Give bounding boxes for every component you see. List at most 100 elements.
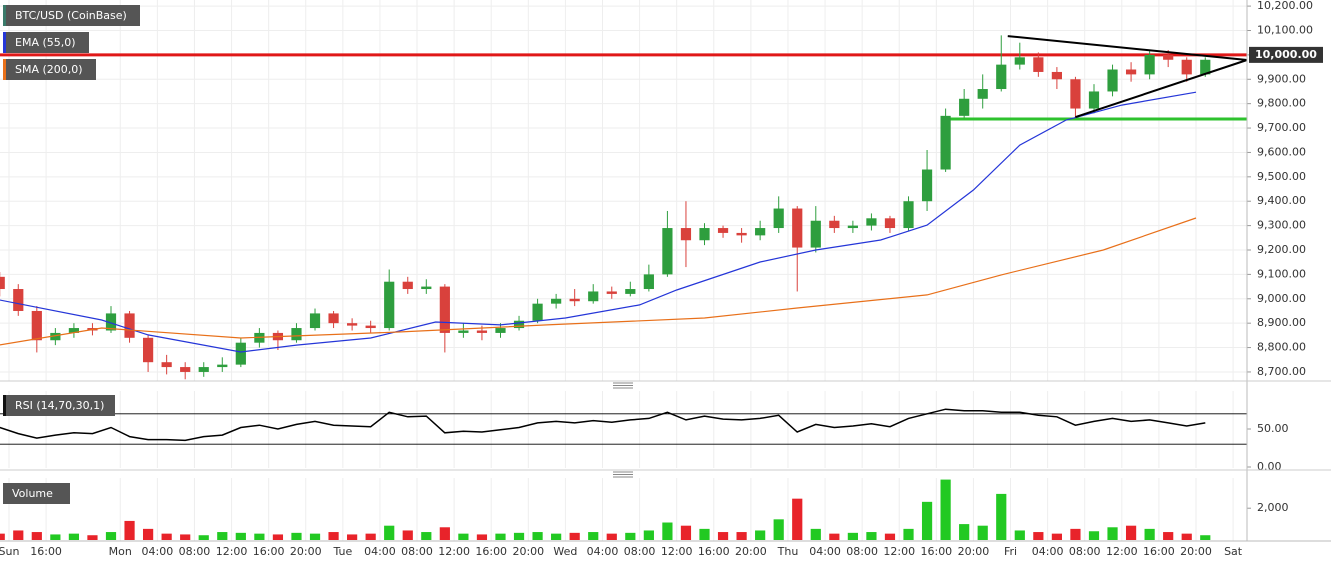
candle-body bbox=[847, 225, 858, 229]
volume-bar bbox=[142, 528, 154, 540]
legend-box bbox=[3, 483, 70, 504]
volume-bar bbox=[977, 525, 988, 540]
candle-body bbox=[1181, 59, 1192, 75]
legend-label: Volume bbox=[12, 487, 53, 500]
volume-bar bbox=[569, 532, 580, 540]
y-tick-label: 9,100.00 bbox=[1257, 267, 1306, 280]
volume-bar bbox=[1200, 535, 1211, 540]
candle-body bbox=[643, 274, 654, 290]
volume-bar bbox=[50, 534, 61, 540]
volume-bar bbox=[235, 532, 246, 540]
candle-body bbox=[1163, 54, 1174, 60]
volume-bar bbox=[495, 533, 506, 540]
candle-body bbox=[699, 228, 710, 241]
y-tick-label: 9,500.00 bbox=[1257, 170, 1306, 183]
candle-body bbox=[569, 298, 580, 302]
volume-bar bbox=[736, 532, 747, 540]
candle-body bbox=[866, 218, 877, 226]
candle-body bbox=[235, 342, 246, 365]
volume-bar bbox=[903, 528, 914, 540]
candle-body bbox=[384, 281, 395, 329]
x-tick-label: 16:00 bbox=[253, 545, 285, 558]
volume-bar bbox=[476, 534, 488, 540]
volume-bar bbox=[87, 535, 98, 540]
candle-body bbox=[773, 208, 784, 229]
volume-bar bbox=[884, 533, 896, 540]
volume-bar bbox=[198, 535, 209, 540]
candle-body bbox=[291, 328, 302, 341]
candle-body bbox=[736, 232, 747, 236]
y-tick-label: 9,000.00 bbox=[1257, 292, 1306, 305]
candle-body bbox=[198, 367, 209, 372]
x-tick-label: 16:00 bbox=[698, 545, 730, 558]
y-tick-label: 9,400.00 bbox=[1257, 194, 1306, 207]
legend-box bbox=[3, 32, 89, 53]
candle-body bbox=[755, 228, 766, 236]
x-tick-label: 20:00 bbox=[735, 545, 767, 558]
candle-body bbox=[1014, 57, 1025, 65]
volume-bar bbox=[328, 532, 339, 540]
trend-line bbox=[1007, 35, 1248, 61]
indicator-line bbox=[0, 217, 1197, 346]
marks: 10,000.00 bbox=[0, 35, 1323, 540]
candle-body bbox=[829, 220, 840, 229]
candle-body bbox=[977, 89, 988, 99]
candle-body bbox=[105, 313, 117, 331]
volume-bar bbox=[291, 532, 302, 540]
volume-bar bbox=[1070, 528, 1081, 540]
x-tick-label: Mon bbox=[109, 545, 132, 558]
volume-bar bbox=[625, 532, 636, 540]
volume-bar bbox=[421, 532, 432, 540]
x-tick-label: 12:00 bbox=[661, 545, 693, 558]
candle-body bbox=[1033, 57, 1044, 72]
volume-bar bbox=[940, 479, 951, 540]
candle-body bbox=[717, 228, 729, 233]
y-tick-label: 9,600.00 bbox=[1257, 145, 1306, 158]
candle-body bbox=[1070, 79, 1081, 109]
legend-box bbox=[3, 395, 115, 416]
volume-bar bbox=[384, 525, 395, 540]
candle-body bbox=[940, 115, 951, 170]
volume-bar bbox=[921, 501, 933, 540]
legend-label: RSI (14,70,30,1) bbox=[15, 399, 104, 412]
volume-bar bbox=[161, 533, 172, 540]
indicator-line bbox=[0, 91, 1197, 353]
drag-handle[interactable] bbox=[613, 471, 633, 478]
volume-bar bbox=[1033, 532, 1044, 540]
drag-handle[interactable] bbox=[613, 382, 633, 389]
candle-body bbox=[439, 286, 450, 333]
volume-bar bbox=[699, 528, 710, 540]
y-tick-label: 8,800.00 bbox=[1257, 341, 1306, 354]
candle-body bbox=[1125, 69, 1137, 75]
candle-body bbox=[551, 298, 562, 304]
candle-body bbox=[142, 337, 154, 363]
x-tick-label: 04:00 bbox=[809, 545, 841, 558]
candle-body bbox=[458, 330, 469, 333]
volume-bar bbox=[0, 533, 5, 540]
y-tick-label: 10,100.00 bbox=[1257, 23, 1313, 36]
candle-body bbox=[1200, 59, 1211, 75]
candle-body bbox=[1107, 69, 1118, 92]
y-tick-label: 10,200.00 bbox=[1257, 0, 1313, 12]
volume-bar bbox=[866, 532, 877, 540]
legend-swatch bbox=[3, 395, 6, 416]
candle-body bbox=[884, 218, 896, 229]
volume-bar bbox=[365, 533, 376, 540]
candle-body bbox=[180, 367, 191, 372]
y-tick-label: 8,700.00 bbox=[1257, 365, 1306, 378]
volume-bar bbox=[606, 533, 617, 540]
x-tick-label: 20:00 bbox=[290, 545, 322, 558]
y-tick-label: 9,300.00 bbox=[1257, 219, 1306, 232]
volume-bar bbox=[662, 522, 673, 540]
candle-body bbox=[309, 313, 321, 329]
candle-body bbox=[680, 228, 692, 241]
x-tick-label: 20:00 bbox=[512, 545, 544, 558]
candle-body bbox=[402, 281, 413, 290]
x-tick-label: 08:00 bbox=[846, 545, 878, 558]
volume-bar bbox=[68, 533, 80, 540]
candle-body bbox=[31, 310, 42, 341]
x-tick-label: 16:00 bbox=[1143, 545, 1175, 558]
x-tick-label: 04:00 bbox=[364, 545, 396, 558]
price-badge bbox=[1249, 46, 1323, 63]
x-tick-label: Fri bbox=[1004, 545, 1017, 558]
